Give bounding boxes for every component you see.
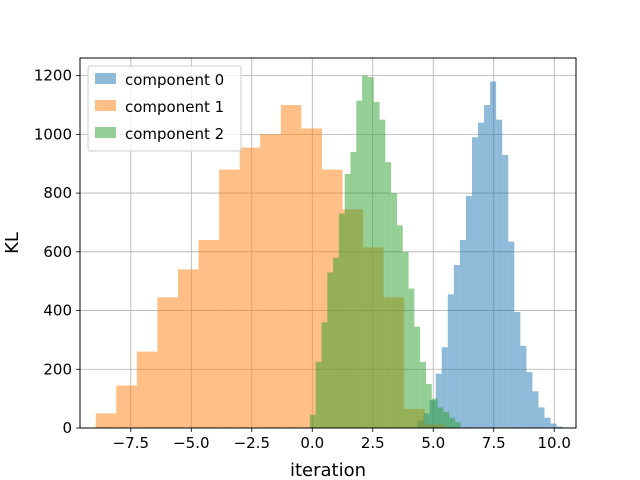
bar-series-1 <box>301 128 322 428</box>
bar-series-2 <box>327 272 334 428</box>
bar-series-1 <box>136 351 158 428</box>
y-tick-label: 600 <box>43 243 72 261</box>
bar-series-0 <box>520 345 527 428</box>
bar-series-0 <box>538 407 545 428</box>
plot-frame <box>79 57 577 429</box>
bar-series-2 <box>414 326 421 428</box>
bar-series-2 <box>379 119 386 429</box>
y-axis-ticks: 0 200 400 600 800 1000 1200 <box>34 67 80 437</box>
bar-series-0 <box>465 196 472 428</box>
y-tick-label: 1000 <box>34 125 72 143</box>
y-tick-label: 0 <box>62 419 72 437</box>
x-tick-label: 0.0 <box>300 434 324 452</box>
y-tick-label: 1200 <box>34 67 72 85</box>
bar-series-2 <box>338 213 345 428</box>
bar-series-1 <box>260 134 281 428</box>
bar-series-0 <box>508 241 515 428</box>
bar-series-2 <box>373 102 380 429</box>
bar-series-0 <box>526 372 533 428</box>
bar-series-0 <box>550 423 557 428</box>
bar-series-1 <box>239 147 261 429</box>
legend-entry: component 1 <box>125 98 224 116</box>
bar-series-0 <box>544 417 551 428</box>
bar-series-0 <box>502 154 509 428</box>
legend-swatch <box>95 100 116 111</box>
x-tick-label: −7.5 <box>113 434 149 452</box>
bar-series-0 <box>532 391 539 428</box>
x-axis-label: iteration <box>290 460 366 480</box>
legend-entry: component 2 <box>125 125 224 143</box>
bar-series-1 <box>280 104 302 428</box>
x-tick-label: 2.5 <box>361 434 385 452</box>
y-axis-label: KL <box>2 232 23 254</box>
bar-series-2 <box>385 162 392 428</box>
bar-series-2 <box>408 288 415 428</box>
y-tick-label: 400 <box>43 302 72 320</box>
bar-series-1 <box>219 169 240 429</box>
x-tick-label: 7.5 <box>482 434 506 452</box>
bar-series-2 <box>443 411 450 428</box>
bar-series-1 <box>116 385 137 428</box>
bar-series-2 <box>391 193 397 428</box>
bar-series-2 <box>350 151 357 428</box>
y-tick-label: 800 <box>43 184 72 202</box>
bar-series-0 <box>484 104 491 428</box>
bar-series-0 <box>496 119 503 429</box>
x-axis-ticks: −7.5 −5.0 −2.5 0.0 2.5 5.0 7.5 10.0 <box>113 428 571 452</box>
legend-box <box>87 65 242 152</box>
legend-entry: component 0 <box>125 71 224 89</box>
x-tick-label: −5.0 <box>173 434 209 452</box>
bar-series-0 <box>556 426 563 428</box>
bar-series-2 <box>315 361 322 428</box>
bar-series-2 <box>344 173 351 428</box>
x-tick-label: −2.5 <box>234 434 270 452</box>
y-tick-label: 200 <box>43 360 72 378</box>
bar-series-1 <box>177 269 199 428</box>
x-tick-label: 10.0 <box>538 434 571 452</box>
bar-series-0 <box>471 137 479 429</box>
bar-series-2 <box>396 225 403 428</box>
bar-series-0 <box>478 122 485 428</box>
bar-series-0 <box>441 347 448 428</box>
legend-swatch <box>95 73 116 84</box>
bar-series-2 <box>420 361 426 428</box>
bar-series-2 <box>431 398 438 428</box>
bar-series-2 <box>437 407 444 428</box>
bar-series-0 <box>459 240 466 428</box>
bar-series-0 <box>453 265 460 428</box>
histogram-bars <box>95 75 569 429</box>
bar-series-2 <box>333 257 339 428</box>
bar-series-0 <box>435 373 442 428</box>
bar-series-1 <box>157 297 178 428</box>
bar-series-0 <box>490 81 497 428</box>
legend-swatch <box>95 127 116 138</box>
bar-series-2 <box>425 383 432 428</box>
bar-series-2 <box>356 100 363 428</box>
x-tick-label: 5.0 <box>421 434 445 452</box>
bar-series-0 <box>514 312 521 428</box>
legend: component 0 component 1 component 2 <box>87 65 242 152</box>
bar-series-2 <box>362 75 368 428</box>
bar-series-0 <box>447 294 454 428</box>
bar-series-2 <box>309 414 316 428</box>
bar-series-2 <box>321 322 328 428</box>
bar-series-2 <box>455 422 461 428</box>
bar-series-2 <box>367 77 374 428</box>
bar-series-1 <box>95 413 117 428</box>
bar-series-1 <box>198 240 220 428</box>
bar-series-2 <box>449 417 456 428</box>
bar-series-2 <box>402 251 409 428</box>
